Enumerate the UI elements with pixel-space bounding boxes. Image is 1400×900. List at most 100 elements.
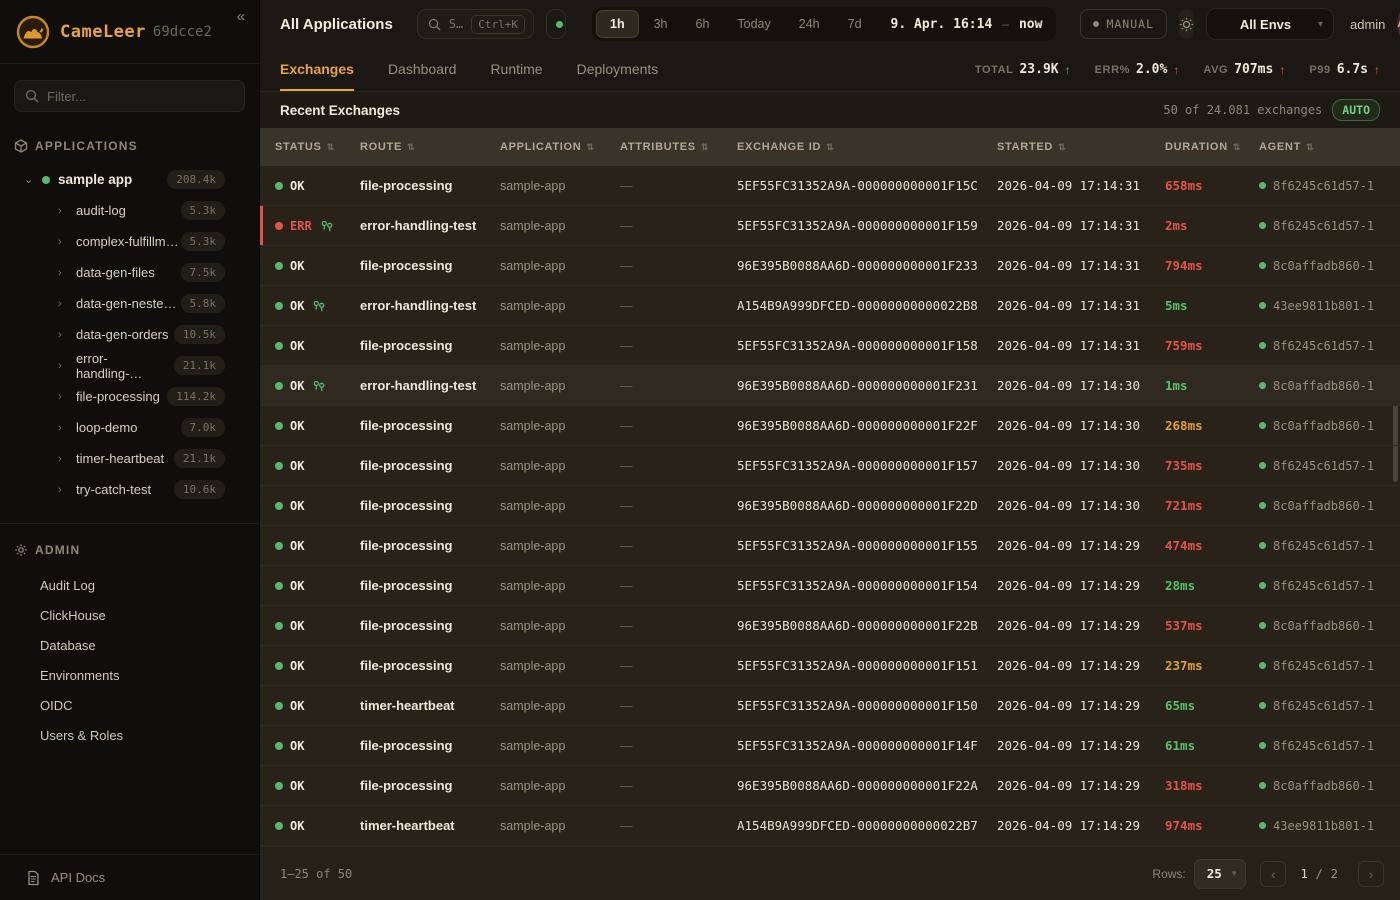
table-row[interactable]: OK file-processing sample-app — 96E395B0… (260, 766, 1400, 806)
time-range-pill[interactable]: 7d (835, 10, 875, 38)
column-label: APPLICATION (500, 141, 582, 153)
status-dot (275, 541, 283, 550)
scrollbar-thumb[interactable] (1393, 394, 1398, 482)
column-header[interactable]: STATUS ⇅ (260, 141, 346, 153)
table-row[interactable]: OK file-processing sample-app — 96E395B0… (260, 486, 1400, 526)
attributes-cell: — (620, 578, 633, 593)
admin-menu-item[interactable]: OIDC (0, 690, 259, 720)
admin-menu-item[interactable]: Users & Roles (0, 720, 259, 750)
agent-status-dot (1259, 662, 1266, 669)
collapse-sidebar-icon[interactable]: « (236, 8, 245, 25)
table-row[interactable]: OK file-processing sample-app — 96E395B0… (260, 406, 1400, 446)
time-range-label: 24h (798, 17, 820, 31)
duration-cell: 794ms (1165, 258, 1203, 273)
chevron-right-icon: › (58, 266, 62, 279)
table-row[interactable]: OK file-processing sample-app — 96E395B0… (260, 246, 1400, 286)
range-end-label[interactable]: now (1018, 16, 1043, 32)
sidebar-route-item[interactable]: › loop-demo 7.0k (0, 412, 225, 443)
agent-cell: 43ee9811b801-1 (1245, 299, 1400, 313)
exchange-id-cell: 96E395B0088AA6D-000000000001F22F (737, 418, 978, 433)
sidebar-item-sample-app[interactable]: ⌄ sample app 208.4k (0, 164, 225, 195)
rows-per-page-select[interactable]: 25 ▾ (1193, 858, 1247, 889)
chevron-down-icon[interactable]: ⌄ (24, 174, 34, 186)
time-range-pill[interactable]: 6h (683, 10, 723, 38)
tab[interactable]: Exchanges (280, 48, 354, 91)
filter-box[interactable] (14, 80, 245, 112)
auto-refresh-badge[interactable]: AUTO (1332, 99, 1380, 121)
table-body: OK file-processing sample-app — 5EF55FC3… (260, 166, 1400, 846)
admin-menu-item[interactable]: Database (0, 630, 259, 660)
next-page-button[interactable]: › (1358, 860, 1384, 887)
table-row[interactable]: OK timer-heartbeat sample-app — 5EF55FC3… (260, 686, 1400, 726)
applications-tree: ⌄ sample app 208.4k › audit-log 5.3k › c… (0, 164, 259, 505)
table-row[interactable]: ERR error-handling-test sample-app — 5EF… (260, 206, 1400, 246)
time-range-pill[interactable]: 24h (786, 10, 833, 38)
table-row[interactable]: OK file-processing sample-app — 5EF55FC3… (260, 446, 1400, 486)
table-row[interactable]: OK file-processing sample-app — 5EF55FC3… (260, 726, 1400, 766)
admin-menu-item[interactable]: Audit Log (0, 570, 259, 600)
theme-toggle-button[interactable] (1179, 9, 1194, 39)
column-header[interactable]: AGENT ⇅ (1245, 141, 1400, 153)
route-cell: file-processing (360, 538, 453, 553)
column-header[interactable]: DURATION ⇅ (1151, 141, 1245, 153)
admin-menu-item[interactable]: ClickHouse (0, 600, 259, 630)
document-icon (28, 870, 39, 885)
agent-id: 8f6245c61d57-1 (1273, 658, 1375, 673)
table-row[interactable]: OK file-processing sample-app — 5EF55FC3… (260, 326, 1400, 366)
column-label: EXCHANGE ID (737, 141, 822, 153)
time-range-pill[interactable]: 3h (641, 10, 681, 38)
admin-menu-item[interactable]: Environments (0, 660, 259, 690)
column-header[interactable]: APPLICATION ⇅ (486, 141, 606, 153)
time-range-pill[interactable]: Today (724, 10, 783, 38)
tab[interactable]: Deployments (577, 48, 659, 91)
route-cell: file-processing (360, 578, 453, 593)
sidebar-route-item[interactable]: › error-handling-… 21.1k (0, 350, 225, 381)
column-header[interactable]: ATTRIBUTES ⇅ (606, 141, 723, 153)
table-row[interactable]: OK file-processing sample-app — 5EF55FC3… (260, 166, 1400, 206)
time-range-pill[interactable]: 1h (596, 10, 639, 38)
sidebar-route-item[interactable]: › audit-log 5.3k (0, 195, 225, 226)
api-docs-link[interactable]: API Docs (0, 854, 259, 900)
admin-item-label: Database (40, 637, 96, 653)
sidebar-route-item[interactable]: › complex-fulfillm… 5.3k (0, 226, 225, 257)
column-header[interactable]: ROUTE ⇅ (346, 141, 486, 153)
sidebar-route-item[interactable]: › timer-heartbeat 21.1k (0, 443, 225, 474)
filter-input[interactable] (47, 88, 234, 104)
avatar[interactable]: AD (1397, 9, 1400, 39)
tab-label: Dashboard (387, 60, 457, 77)
exchange-id-cell: 5EF55FC31352A9A-000000000001F157 (737, 458, 978, 473)
global-search-button[interactable]: S… Ctrl+K (416, 9, 534, 39)
duration-cell: 721ms (1165, 498, 1203, 513)
tab[interactable]: Dashboard (388, 48, 457, 91)
environment-selector[interactable]: All Envs ▾ (1206, 8, 1334, 40)
route-name: timer-heartbeat (76, 451, 165, 466)
prev-page-button[interactable]: ‹ (1260, 860, 1287, 887)
sidebar-route-item[interactable]: › data-gen-orders 10.5k (0, 319, 225, 350)
table-row[interactable]: OK timer-heartbeat sample-app — A154B9A9… (260, 806, 1400, 846)
manual-refresh-button[interactable]: MANUAL (1080, 9, 1167, 39)
tab[interactable]: Runtime (490, 48, 542, 91)
stat: AVG 707ms ↑ (1203, 62, 1285, 77)
app-status-dot (42, 175, 50, 184)
started-cell: 2026-04-09 17:14:30 (997, 458, 1140, 473)
live-status-button[interactable]: O (546, 9, 566, 39)
started-cell: 2026-04-09 17:14:29 (997, 738, 1140, 753)
agent-cell: 8c0affadb860-1 (1245, 259, 1400, 273)
column-header[interactable]: EXCHANGE ID ⇅ (723, 141, 983, 153)
table-row[interactable]: OK file-processing sample-app — 5EF55FC3… (260, 646, 1400, 686)
table-row[interactable]: OK error-handling-test sample-app — A154… (260, 286, 1400, 326)
table-row[interactable]: OK file-processing sample-app — 5EF55FC3… (260, 566, 1400, 606)
sidebar-route-item[interactable]: › data-gen-neste… 5.8k (0, 288, 225, 319)
sidebar-route-item[interactable]: › data-gen-files 7.5k (0, 257, 225, 288)
table-row[interactable]: OK file-processing sample-app — 5EF55FC3… (260, 526, 1400, 566)
sidebar-route-item[interactable]: › file-processing 114.2k (0, 381, 225, 412)
table-row[interactable]: OK file-processing sample-app — 96E395B0… (260, 606, 1400, 646)
sidebar-route-item[interactable]: › try-catch-test 10.6k (0, 474, 225, 505)
caret-down-icon: ▾ (1317, 18, 1323, 30)
duration-cell: 28ms (1165, 578, 1196, 593)
table-row[interactable]: OK error-handling-test sample-app — 96E3… (260, 366, 1400, 406)
column-header[interactable]: STARTED ⇅ (983, 141, 1151, 153)
range-start-label[interactable]: 9. Apr. 16:14 (890, 16, 993, 32)
total-pages: 2 (1330, 866, 1338, 881)
status-label: OK (290, 378, 305, 393)
